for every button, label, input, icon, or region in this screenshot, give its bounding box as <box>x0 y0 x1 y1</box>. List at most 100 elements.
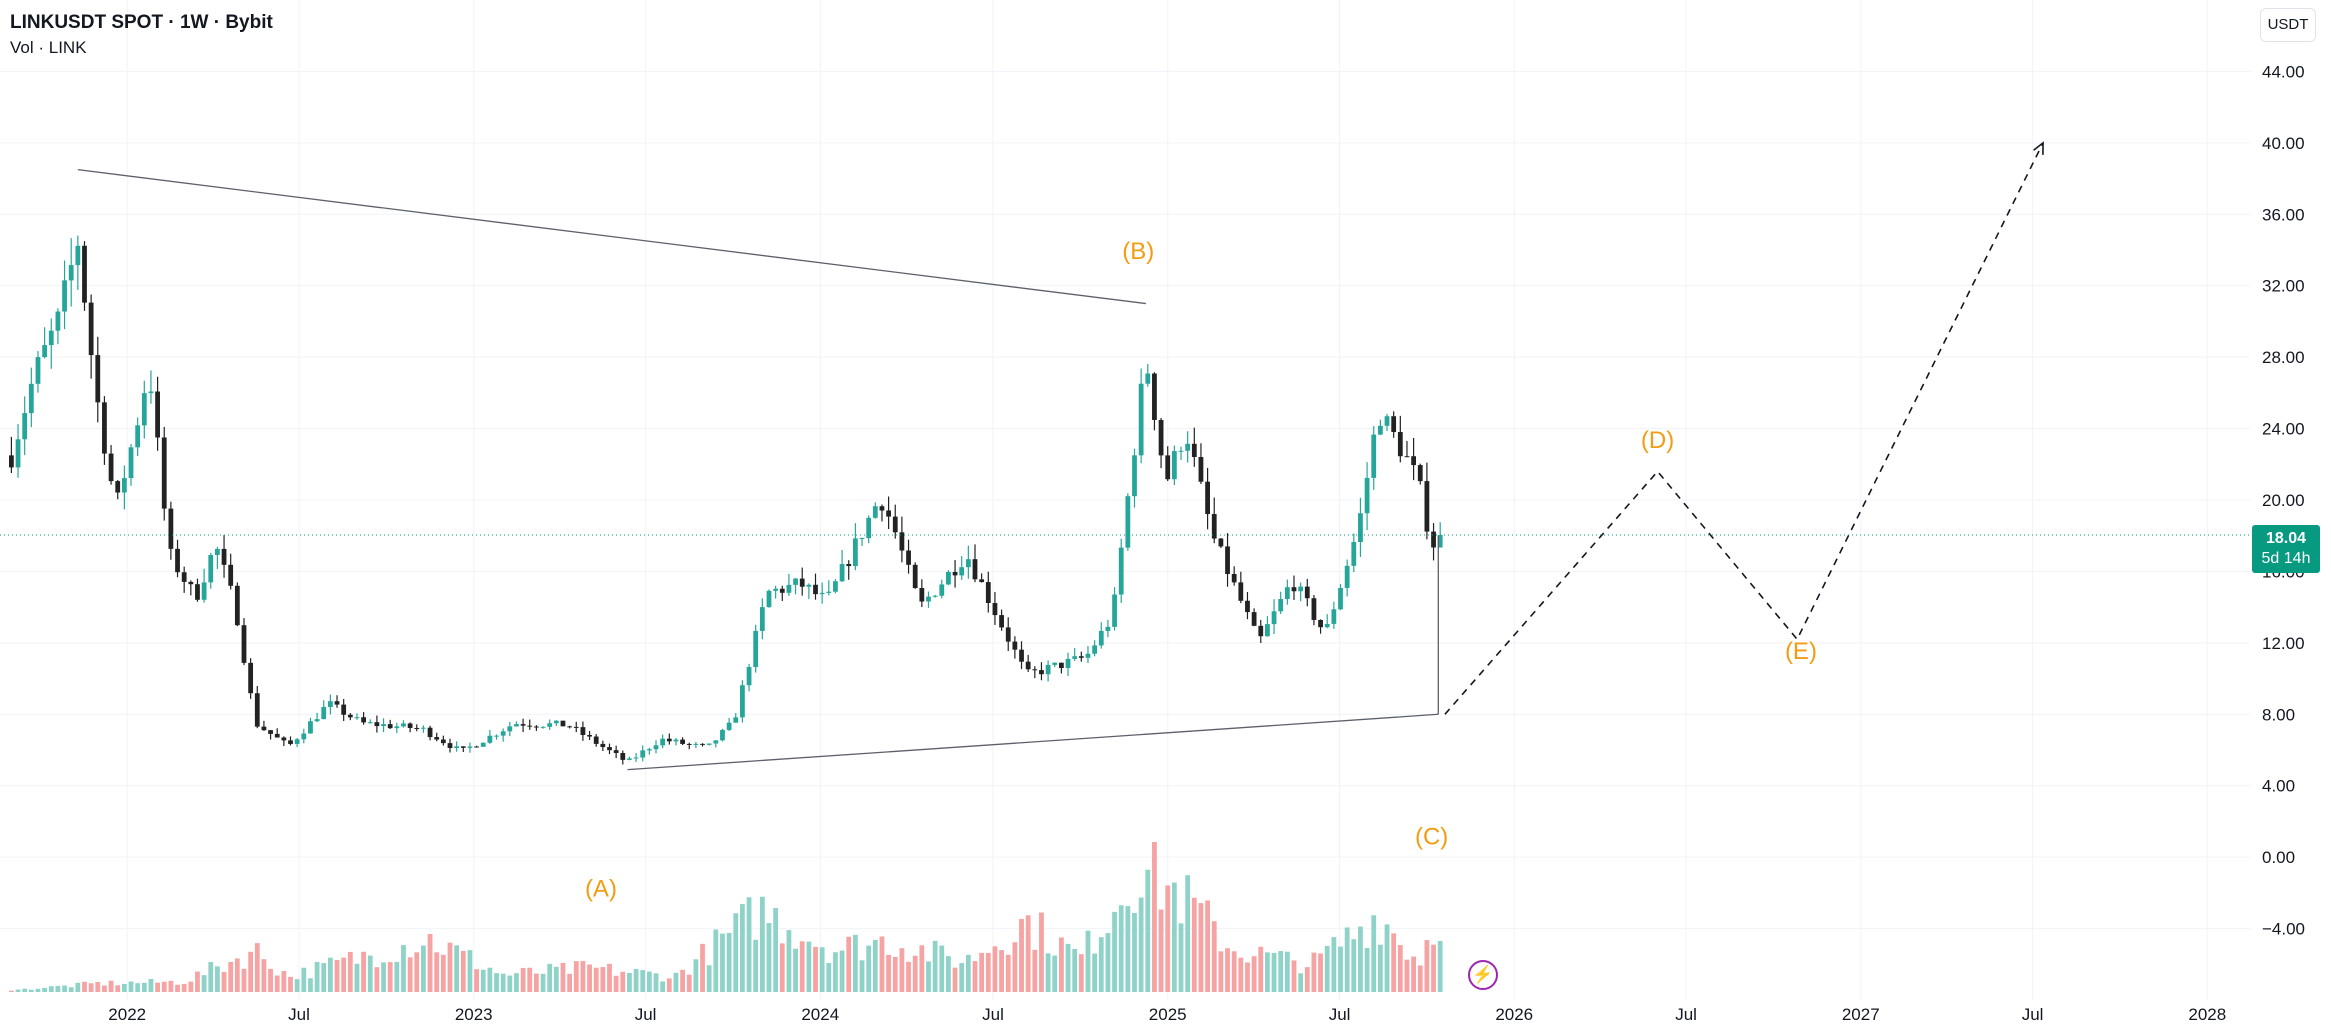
volume-bar <box>720 933 725 992</box>
candle-down <box>1005 627 1011 642</box>
volume-bar <box>932 940 938 992</box>
symbol-title[interactable]: LINKUSDT SPOT · 1W · Bybit <box>10 12 273 33</box>
volume-bar <box>826 963 832 992</box>
candle-up <box>1145 373 1151 384</box>
candle-up <box>720 729 725 741</box>
candle-up <box>1052 662 1058 665</box>
volume-bar <box>872 939 878 992</box>
candle-up <box>327 701 333 707</box>
volume-bar <box>314 961 320 992</box>
candle-up <box>766 590 772 608</box>
volume-bar <box>753 939 759 992</box>
candle-down <box>985 582 991 603</box>
candle-up <box>301 733 307 740</box>
volume-bar <box>301 967 307 992</box>
candle-down <box>261 726 267 731</box>
y-tick-label: 32.00 <box>2262 277 2305 296</box>
candle-up <box>1105 626 1111 631</box>
volume-bar <box>1039 912 1044 992</box>
volume-bar <box>1437 940 1443 992</box>
candle-up <box>148 391 154 394</box>
candle-up <box>1178 450 1184 452</box>
candle-down <box>1165 455 1171 480</box>
volume-bar <box>726 932 732 992</box>
candle-down <box>1012 641 1018 650</box>
volume-bar <box>819 947 825 992</box>
volume-bar <box>540 973 546 992</box>
candle-down <box>82 245 87 303</box>
candle-down <box>1251 612 1257 626</box>
volume-bar <box>633 968 639 992</box>
volume-bar <box>62 985 67 992</box>
candle-up <box>141 393 147 426</box>
projection-arrowhead <box>2033 141 2044 155</box>
candle-down <box>1152 373 1157 420</box>
volume-bar <box>195 971 200 992</box>
candle-up <box>1092 645 1098 654</box>
volume-bar <box>261 959 267 992</box>
x-tick-label: Jul <box>1329 1005 1351 1024</box>
volume-bar <box>926 961 931 992</box>
volume-bar <box>361 951 366 992</box>
last-price-badge: 18.04 5d 14h <box>2252 525 2320 573</box>
volume-bar <box>972 961 978 992</box>
volume-bar <box>773 908 779 992</box>
volume-bar <box>706 965 712 992</box>
volume-bar <box>1231 951 1237 992</box>
volume-indicator-label[interactable]: Vol · LINK <box>10 38 87 57</box>
candle-up <box>746 666 752 686</box>
currency-button[interactable]: USDT <box>2260 8 2316 42</box>
candle-up <box>1098 630 1104 646</box>
candle-up <box>793 578 798 585</box>
y-tick-label: −4.00 <box>2262 920 2305 939</box>
volume-bar <box>1078 954 1084 992</box>
lightning-icon[interactable]: ⚡ <box>1468 960 1498 990</box>
y-tick-label: 44.00 <box>2262 62 2305 81</box>
candle-up <box>1351 542 1357 566</box>
volume-bar <box>274 975 280 992</box>
volume-bar <box>460 950 466 992</box>
candle-down <box>620 753 626 760</box>
volume-bar <box>1158 909 1164 992</box>
candle-up <box>35 357 41 384</box>
volume-bar <box>500 973 506 992</box>
volume-bar <box>553 966 559 992</box>
volume-bar <box>1065 943 1071 992</box>
volume-bar <box>1118 905 1124 992</box>
volume-bar <box>786 930 792 992</box>
volume-bar <box>480 969 486 992</box>
volume-bar <box>447 942 453 992</box>
candle-up <box>487 735 493 743</box>
candle-down <box>1431 531 1436 548</box>
candle-up <box>1171 451 1177 480</box>
candle-up <box>1065 658 1071 669</box>
candle-down <box>952 571 958 576</box>
volume-bar <box>1045 953 1051 992</box>
volume-bar <box>992 946 998 992</box>
volume-bar <box>1145 869 1151 992</box>
volume-bar <box>1171 882 1177 992</box>
candle-down <box>374 722 380 727</box>
candle-down <box>88 302 94 356</box>
candle-down <box>886 510 891 517</box>
candle-down <box>700 743 705 745</box>
candle-down <box>1198 457 1204 482</box>
candle-down <box>846 563 852 567</box>
volume-bar <box>852 934 858 992</box>
y-tick-label: 20.00 <box>2262 491 2305 510</box>
volume-bar <box>733 913 739 992</box>
volume-bar <box>1271 952 1277 992</box>
volume-bar <box>793 948 798 992</box>
candle-up <box>1338 587 1343 610</box>
wave-label: (B) <box>1122 238 1154 265</box>
candle-down <box>899 532 905 551</box>
candle-up <box>507 726 513 732</box>
volume-bar <box>686 974 692 992</box>
volume-bar <box>1019 918 1024 992</box>
volume-bar <box>573 961 579 992</box>
candle-down <box>427 727 433 738</box>
volume-bar <box>766 923 772 992</box>
volume-bar <box>407 957 413 992</box>
